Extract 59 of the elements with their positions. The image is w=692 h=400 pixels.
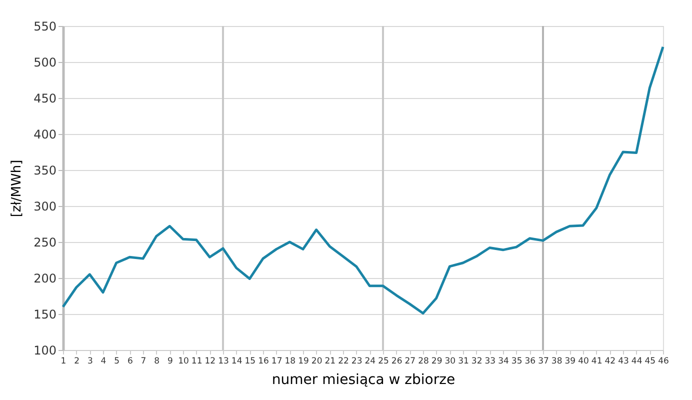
x-tick-label: 37: [538, 356, 549, 366]
x-tick-label: 39: [564, 356, 576, 366]
y-tick-label: 500: [34, 56, 56, 70]
x-tick-label: 24: [364, 356, 376, 366]
x-tick-label: 11: [191, 356, 202, 366]
x-tick-label: 3: [87, 356, 93, 366]
x-tick-label: 17: [271, 356, 282, 366]
x-tick-label: 29: [431, 356, 442, 366]
x-tick-label: 32: [471, 356, 482, 366]
x-tick-label: 40: [578, 356, 589, 366]
x-tick-label: 36: [524, 356, 536, 366]
x-tick-label: 28: [418, 356, 429, 366]
x-tick-label: 8: [154, 356, 160, 366]
x-tick-label: 33: [484, 356, 496, 366]
y-tick-label: 350: [34, 164, 56, 178]
y-tick-label: 200: [34, 272, 56, 286]
y-tick-label: 250: [34, 236, 56, 250]
x-tick-label: 1: [60, 356, 66, 366]
line-series: [62, 46, 664, 315]
x-tick-label: 43: [618, 356, 629, 366]
y-axis-title: [zł/MWh]: [10, 160, 25, 218]
x-tick-label: 20: [311, 356, 322, 366]
y-tick-label: 150: [34, 308, 56, 322]
x-tick-label: 13: [218, 356, 229, 366]
x-tick-label: 41: [591, 356, 602, 366]
x-tick-label: 31: [458, 356, 469, 366]
x-tick-label: 44: [631, 356, 642, 366]
x-tick-label: 2: [74, 356, 80, 366]
x-tick-label: 38: [551, 356, 562, 366]
y-tick-label: 400: [34, 128, 56, 142]
x-tick-label: 46: [658, 356, 669, 366]
x-tick-label: 14: [231, 356, 242, 366]
x-axis-title: numer miesiąca w zbiorze: [272, 372, 456, 388]
y-tick-label: 100: [34, 344, 56, 358]
x-tick-label: 5: [114, 356, 120, 366]
x-tick-label: 16: [258, 356, 269, 366]
x-tick-label: 4: [100, 356, 106, 366]
x-tick-label: 6: [127, 356, 133, 366]
x-tick-label: 27: [404, 356, 416, 366]
x-tick-label: 23: [351, 356, 362, 366]
x-tick-label: 45: [644, 356, 656, 366]
x-tick-label: 30: [444, 356, 456, 366]
y-tick-label: 300: [34, 200, 56, 214]
x-tick-label: 26: [391, 356, 402, 366]
x-tick-label: 7: [140, 356, 146, 366]
x-tick-label: 25: [378, 356, 389, 366]
x-tick-label: 34: [498, 356, 509, 366]
x-tick-label: 35: [511, 356, 522, 366]
x-tick-label: 21: [324, 356, 336, 366]
x-tick-label: 19: [298, 356, 309, 366]
y-tick-label: 450: [34, 92, 56, 106]
x-tick-label: 9: [167, 356, 173, 366]
x-tick-label: 42: [604, 356, 616, 366]
x-tick-label: 15: [244, 356, 256, 366]
x-tick-label: 18: [284, 356, 296, 366]
x-tick-label: 10: [178, 356, 189, 366]
x-tick-label: 22: [338, 356, 349, 366]
x-tick-label: 12: [204, 356, 216, 366]
y-tick-label: 550: [34, 20, 56, 34]
